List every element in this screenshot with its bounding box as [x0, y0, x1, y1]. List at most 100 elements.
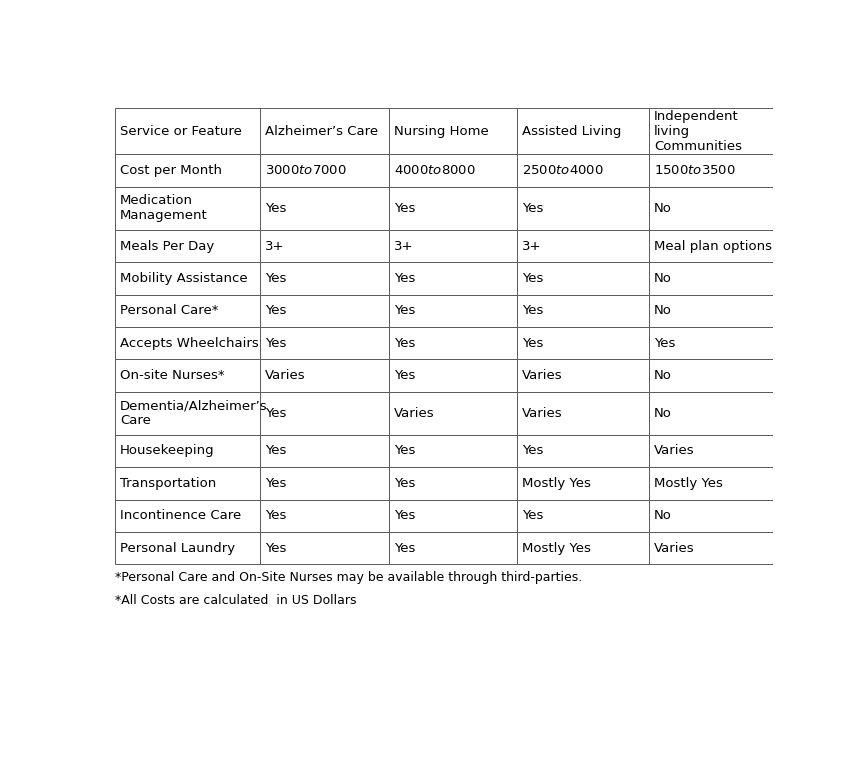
Text: $4000 to $8000: $4000 to $8000 — [393, 164, 475, 177]
Text: Mostly Yes: Mostly Yes — [522, 541, 591, 555]
Bar — [115, 187, 260, 230]
Text: $2500 to $4000: $2500 to $4000 — [522, 164, 604, 177]
Text: Yes: Yes — [393, 444, 415, 457]
Bar — [389, 467, 517, 499]
Bar — [649, 327, 781, 359]
Bar — [649, 532, 781, 564]
Bar — [517, 499, 649, 532]
Text: Yes: Yes — [654, 337, 675, 349]
Bar — [115, 499, 260, 532]
Text: Yes: Yes — [393, 369, 415, 382]
Bar — [517, 108, 649, 155]
Text: 3+: 3+ — [522, 240, 542, 253]
Bar — [517, 435, 649, 467]
Bar — [115, 155, 260, 187]
Bar — [389, 155, 517, 187]
Bar — [260, 391, 389, 435]
Text: Yes: Yes — [522, 509, 544, 522]
Bar — [389, 187, 517, 230]
Bar — [389, 327, 517, 359]
Bar — [260, 467, 389, 499]
Bar — [389, 295, 517, 327]
Bar — [649, 467, 781, 499]
Text: No: No — [654, 304, 672, 317]
Text: No: No — [654, 509, 672, 522]
Text: Varies: Varies — [265, 369, 306, 382]
Bar — [517, 532, 649, 564]
Bar — [649, 499, 781, 532]
Bar — [115, 435, 260, 467]
Bar — [115, 108, 260, 155]
Text: Meal plan options: Meal plan options — [654, 240, 772, 253]
Bar — [260, 532, 389, 564]
Text: Yes: Yes — [522, 304, 544, 317]
Bar — [260, 108, 389, 155]
Text: Personal Laundry: Personal Laundry — [120, 541, 235, 555]
Text: Dementia/Alzheimer’s
Care: Dementia/Alzheimer’s Care — [120, 399, 268, 427]
Text: Housekeeping: Housekeeping — [120, 444, 215, 457]
Bar — [389, 359, 517, 391]
Text: Yes: Yes — [393, 541, 415, 555]
Text: Assisted Living: Assisted Living — [522, 125, 622, 138]
Bar — [389, 435, 517, 467]
Text: Alzheimer’s Care: Alzheimer’s Care — [265, 125, 378, 138]
Bar — [260, 230, 389, 262]
Bar — [517, 230, 649, 262]
Bar — [260, 295, 389, 327]
Bar — [115, 532, 260, 564]
Text: Yes: Yes — [393, 272, 415, 285]
Text: Yes: Yes — [265, 509, 287, 522]
Bar — [389, 391, 517, 435]
Text: Personal Care*: Personal Care* — [120, 304, 218, 317]
Text: Yes: Yes — [265, 444, 287, 457]
Text: Mostly Yes: Mostly Yes — [654, 477, 722, 490]
Text: Cost per Month: Cost per Month — [120, 164, 222, 177]
Text: Yes: Yes — [265, 337, 287, 349]
Text: Varies: Varies — [654, 541, 695, 555]
Bar — [517, 391, 649, 435]
Text: Yes: Yes — [522, 337, 544, 349]
Bar — [115, 467, 260, 499]
Text: Yes: Yes — [265, 202, 287, 215]
Text: Yes: Yes — [522, 444, 544, 457]
Text: Yes: Yes — [393, 337, 415, 349]
Bar — [517, 262, 649, 295]
Text: Nursing Home: Nursing Home — [393, 125, 489, 138]
Bar — [115, 359, 260, 391]
Bar — [260, 359, 389, 391]
Bar — [260, 327, 389, 359]
Bar — [389, 532, 517, 564]
Text: *All Costs are calculated  in US Dollars: *All Costs are calculated in US Dollars — [115, 594, 356, 607]
Bar — [649, 230, 781, 262]
Bar — [389, 108, 517, 155]
Bar — [260, 187, 389, 230]
Bar — [649, 262, 781, 295]
Text: Varies: Varies — [393, 407, 435, 420]
Bar — [389, 262, 517, 295]
Bar — [115, 262, 260, 295]
Bar — [517, 327, 649, 359]
Bar — [389, 230, 517, 262]
Text: 3+: 3+ — [265, 240, 284, 253]
Text: Yes: Yes — [393, 477, 415, 490]
Text: Mostly Yes: Mostly Yes — [522, 477, 591, 490]
Text: Meals Per Day: Meals Per Day — [120, 240, 214, 253]
Text: Yes: Yes — [265, 541, 287, 555]
Text: Yes: Yes — [265, 407, 287, 420]
Text: No: No — [654, 407, 672, 420]
Text: No: No — [654, 369, 672, 382]
Text: *Personal Care and On-Site Nurses may be available through third-parties.: *Personal Care and On-Site Nurses may be… — [115, 571, 582, 584]
Text: Yes: Yes — [393, 509, 415, 522]
Text: Mobility Assistance: Mobility Assistance — [120, 272, 247, 285]
Bar — [389, 499, 517, 532]
Bar — [517, 467, 649, 499]
Bar — [115, 327, 260, 359]
Bar — [115, 391, 260, 435]
Text: Varies: Varies — [654, 444, 695, 457]
Bar — [649, 359, 781, 391]
Text: Varies: Varies — [522, 369, 563, 382]
Bar — [115, 230, 260, 262]
Text: Yes: Yes — [265, 477, 287, 490]
Text: 3+: 3+ — [393, 240, 413, 253]
Text: No: No — [654, 272, 672, 285]
